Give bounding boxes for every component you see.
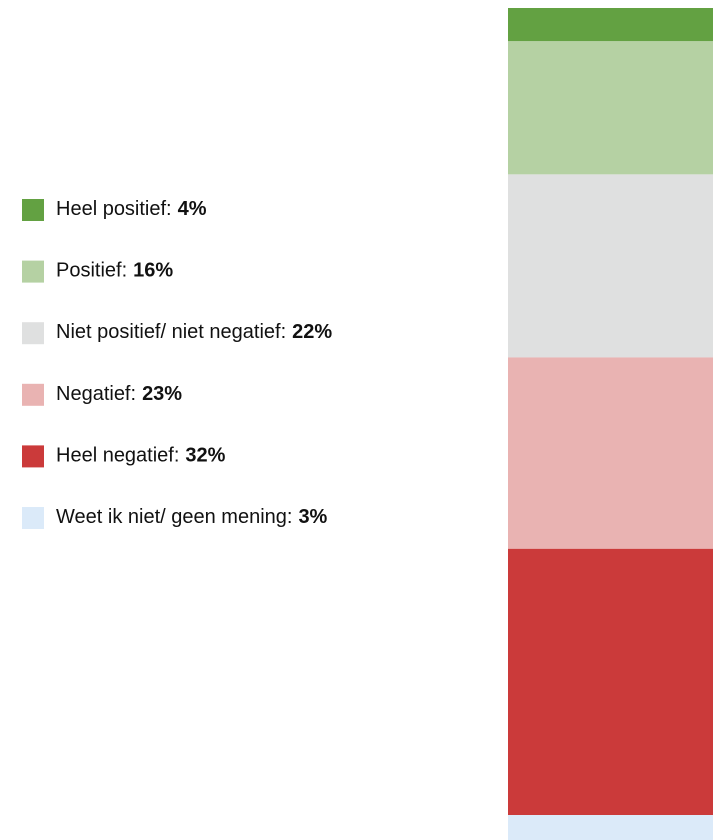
legend-value: 32% — [185, 445, 225, 467]
legend-label: Negatief: 23% — [56, 383, 182, 405]
legend-value: 3% — [298, 506, 327, 528]
legend-label: Weet ik niet/ geen mening: 3% — [56, 506, 328, 528]
legend-name: Positief: — [56, 260, 127, 282]
legend-value: 22% — [292, 321, 332, 343]
bar-segment — [508, 815, 713, 840]
bar-segment — [508, 357, 713, 549]
legend-label: Positief: 16% — [56, 260, 173, 282]
legend-label: Niet positief/ niet negatief: 22% — [56, 321, 332, 343]
legend-swatch — [22, 199, 44, 221]
bar-segment — [508, 548, 713, 816]
legend-name: Heel positief: — [56, 198, 172, 220]
bar-segment — [508, 174, 713, 358]
legend-name: Heel negatief: — [56, 445, 179, 467]
legend-swatch — [22, 260, 44, 283]
legend-label: Heel positief: 4% — [56, 198, 207, 220]
legend-value: 23% — [142, 383, 182, 405]
bar-segment — [508, 41, 713, 175]
legend-label: Heel negatief: 32% — [56, 445, 226, 467]
legend-value: 16% — [133, 260, 173, 282]
legend-value: 4% — [178, 198, 207, 220]
legend-name: Niet positief/ niet negatief: — [56, 321, 286, 343]
legend-swatch — [22, 322, 44, 345]
legend-name: Negatief: — [56, 383, 136, 405]
legend-swatch — [22, 507, 44, 529]
legend-name: Weet ik niet/ geen mening: — [56, 506, 292, 528]
bar-segment — [508, 8, 713, 42]
legend-swatch — [22, 383, 44, 406]
legend-swatch — [22, 445, 44, 468]
